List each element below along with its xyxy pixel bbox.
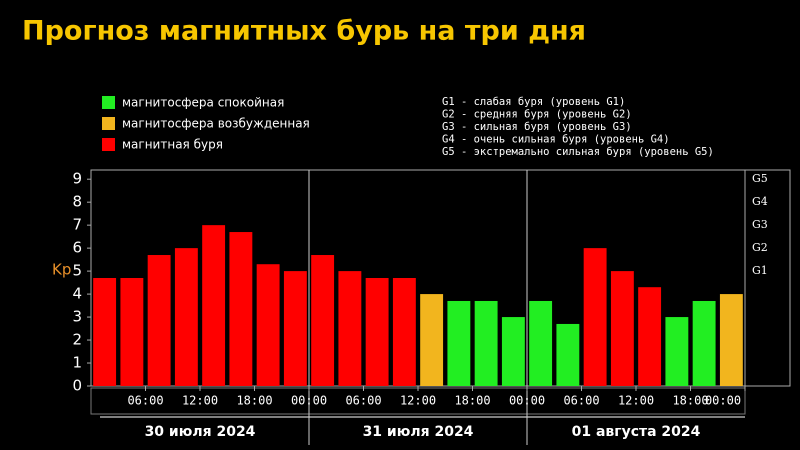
- x-tick-label: 12:00: [182, 394, 218, 408]
- legend-swatch: [102, 117, 115, 130]
- y-tick-label: 4: [72, 285, 82, 303]
- bar: [229, 232, 253, 386]
- y-tick-label: 8: [72, 193, 82, 211]
- y-tick-label: 5: [72, 262, 82, 280]
- x-tick-label: 12:00: [618, 394, 654, 408]
- x-tick-label: 06:00: [563, 394, 599, 408]
- bar: [256, 264, 280, 386]
- legend-label: магнитосфера возбужденная: [122, 117, 310, 131]
- bar: [365, 278, 389, 386]
- x-tick-label: 18:00: [672, 394, 708, 408]
- legend-label: магнитосфера спокойная: [122, 96, 284, 110]
- bar: [610, 271, 634, 386]
- y2-tick-label: G4: [752, 195, 768, 208]
- bar: [692, 300, 716, 386]
- g-scale-note: G4 - очень сильная буря (уровень G4): [442, 134, 670, 146]
- g-scale-note: G2 - средняя буря (уровень G2): [442, 109, 632, 121]
- bar: [583, 248, 607, 386]
- day-label: 31 июля 2024: [363, 424, 474, 440]
- bar: [283, 271, 307, 386]
- y-tick-label: 6: [72, 239, 82, 257]
- y-tick-label: 2: [72, 331, 82, 349]
- bar: [338, 271, 362, 386]
- bar: [93, 278, 117, 386]
- bar: [202, 225, 226, 386]
- x-tick-label: 18:00: [236, 394, 272, 408]
- g-scale-note: G5 - экстремально сильная буря (уровень …: [442, 146, 714, 158]
- y-tick-label: 7: [72, 216, 82, 234]
- x-tick-label: 00:00: [291, 394, 327, 408]
- legend-swatch: [102, 96, 115, 109]
- x-tick-label: 00:00: [509, 394, 545, 408]
- bar: [120, 278, 144, 386]
- bar: [392, 278, 416, 386]
- bar: [529, 300, 553, 386]
- y2-tick-label: G3: [752, 218, 768, 231]
- bar: [447, 300, 471, 386]
- y2-tick-label: G1: [752, 264, 768, 277]
- bar: [638, 287, 662, 386]
- bar: [311, 255, 335, 386]
- x-tick-label: 12:00: [400, 394, 436, 408]
- g-scale-note: G3 - сильная буря (уровень G3): [442, 121, 632, 133]
- y2-tick-label: G2: [752, 241, 768, 254]
- bar: [420, 294, 444, 386]
- bar: [174, 248, 198, 386]
- bar: [719, 294, 743, 386]
- bar: [474, 300, 498, 386]
- day-label: 30 июля 2024: [145, 424, 256, 440]
- g-scale-note: G1 - слабая буря (уровень G1): [442, 96, 625, 108]
- y-tick-label: 9: [72, 170, 82, 188]
- bar: [665, 317, 689, 386]
- bar: [501, 317, 525, 386]
- chart-title: Прогноз магнитных бурь на три дня: [22, 16, 586, 47]
- bar: [556, 323, 580, 386]
- x-tick-label: 18:00: [454, 394, 490, 408]
- y2-tick-label: G5: [752, 172, 768, 185]
- y-tick-label: 3: [72, 308, 82, 326]
- day-label: 01 августа 2024: [572, 424, 701, 440]
- x-tick-label: 06:00: [345, 394, 381, 408]
- x-tick-label: 06:00: [127, 394, 163, 408]
- y-tick-label: 0: [72, 377, 82, 395]
- bar: [147, 255, 171, 386]
- y-axis-label: Kp: [52, 261, 71, 279]
- x-tick-label: 00:00: [705, 394, 741, 408]
- legend-swatch: [102, 138, 115, 151]
- y-tick-label: 1: [72, 354, 82, 372]
- legend-label: магнитная буря: [122, 138, 223, 152]
